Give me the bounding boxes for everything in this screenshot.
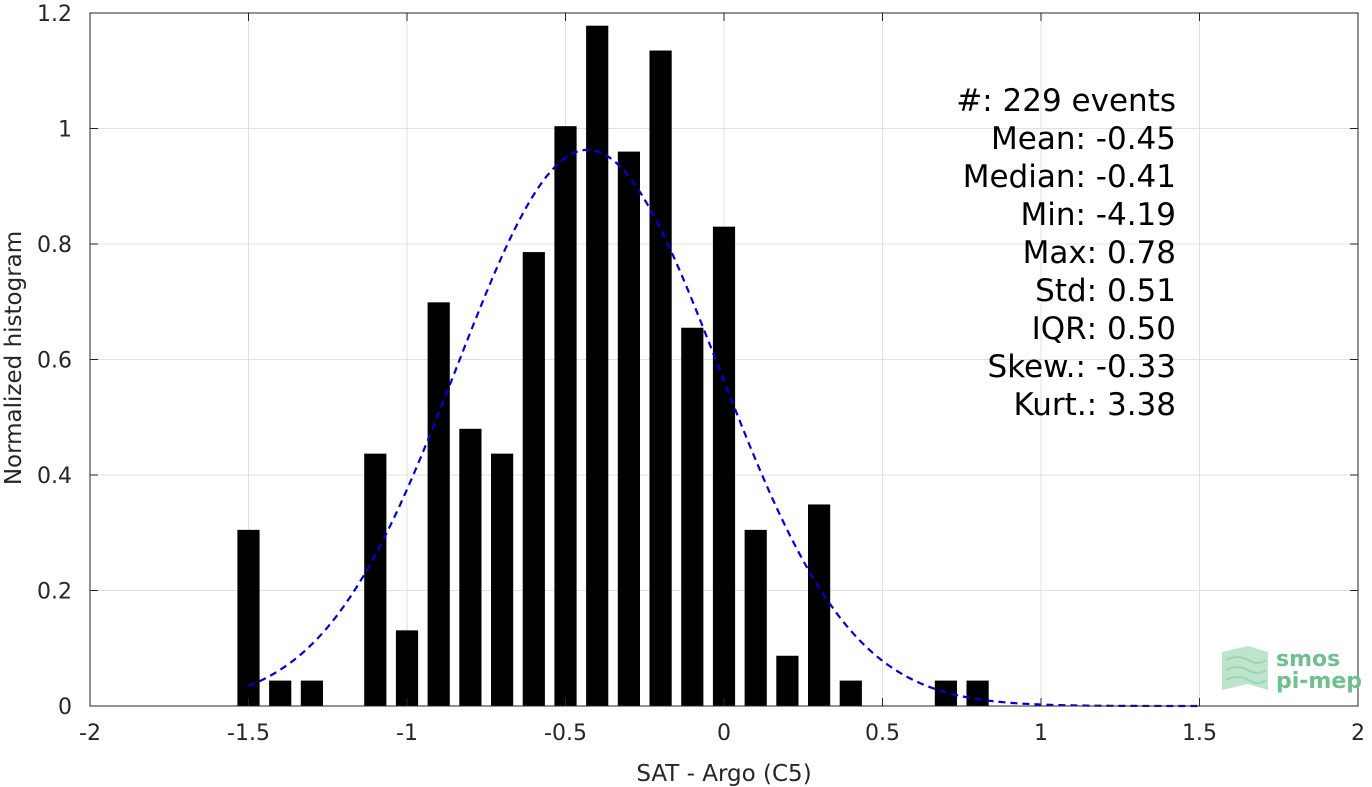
x-tick-label: -1.5	[227, 721, 270, 746]
y-tick-label: 0.4	[37, 464, 72, 489]
logo-waves-icon	[1222, 646, 1268, 690]
y-tick-label: 0.6	[37, 349, 72, 374]
axis-ticks	[89, 12, 1359, 707]
histogram-bar	[776, 655, 799, 706]
histogram-bar	[712, 226, 736, 707]
stat-value: : 0.50	[1087, 311, 1176, 347]
stat-value: : -4.19	[1075, 197, 1176, 233]
histogram-bar	[364, 453, 387, 706]
stat-label: Max	[1023, 235, 1087, 271]
stat-label: Mean	[991, 121, 1075, 157]
x-tick-label: 1.5	[1182, 721, 1217, 746]
histogram-bar	[586, 25, 609, 706]
stat-value: : -0.45	[1075, 121, 1176, 157]
x-axis-label: SAT - Argo (C5)	[636, 761, 811, 787]
histogram-bar	[554, 126, 577, 706]
y-tick-label: 1.2	[37, 2, 72, 27]
stat-label: Skew.	[988, 349, 1076, 385]
histogram-bar	[395, 630, 419, 706]
histogram-bar	[966, 680, 989, 706]
histogram-bar	[839, 680, 862, 706]
stat-label: #	[956, 83, 982, 119]
y-tick-label: 0.2	[37, 580, 72, 605]
histogram-bar	[808, 504, 831, 706]
histogram-bar	[522, 252, 545, 706]
x-tick-label: 2	[1351, 721, 1365, 746]
y-tick-label: 0.8	[37, 233, 72, 258]
stat-label: Min	[1020, 197, 1075, 233]
x-tick-label: -0.5	[544, 721, 587, 746]
histogram-bar	[300, 680, 323, 706]
y-axis-label: Normalized histogram	[1, 231, 27, 485]
histogram-bar	[649, 50, 672, 707]
histogram-bar	[459, 428, 482, 706]
stat-value: : 229 events	[982, 83, 1176, 119]
histogram-bar	[681, 327, 704, 706]
histogram-bars	[237, 25, 989, 707]
x-tick-label: 0.5	[865, 721, 900, 746]
stat-label: IQR	[1032, 311, 1087, 347]
stat-value: : 0.78	[1087, 235, 1176, 271]
stat-label: Std	[1035, 273, 1087, 309]
x-tick-label: -2	[79, 721, 101, 746]
x-tick-label: 0	[717, 721, 731, 746]
x-tick-label: 1	[1034, 721, 1048, 746]
y-tick-label: 0	[58, 695, 72, 720]
stat-value: : 0.51	[1087, 273, 1176, 309]
stat-value: : -0.41	[1075, 159, 1176, 195]
histogram-bar	[237, 529, 260, 706]
stat-label: Median	[963, 159, 1076, 195]
logo-text-pi-mep: pi-mep	[1276, 669, 1362, 694]
stat-label: Kurt.	[1013, 387, 1086, 423]
logo-text-smos: smos	[1276, 647, 1340, 672]
histogram-bar	[427, 302, 450, 706]
x-tick-label: -1	[396, 721, 418, 746]
smos-pi-mep-logo: smos pi-mep	[1222, 646, 1362, 694]
histogram-bar	[491, 453, 514, 706]
y-tick-label: 1	[58, 118, 72, 143]
stat-value: : 3.38	[1087, 387, 1176, 423]
histogram-bar	[617, 151, 640, 707]
histogram-bar	[744, 529, 767, 706]
histogram-bar	[269, 680, 292, 706]
stat-value: : -0.33	[1075, 349, 1176, 385]
y-tick-labels: 0 0.2 0.4 0.6 0.8 1 1.2	[37, 2, 72, 720]
x-tick-labels: -2 -1.5 -1 -0.5 0 0.5 1 1.5 2	[79, 721, 1365, 746]
